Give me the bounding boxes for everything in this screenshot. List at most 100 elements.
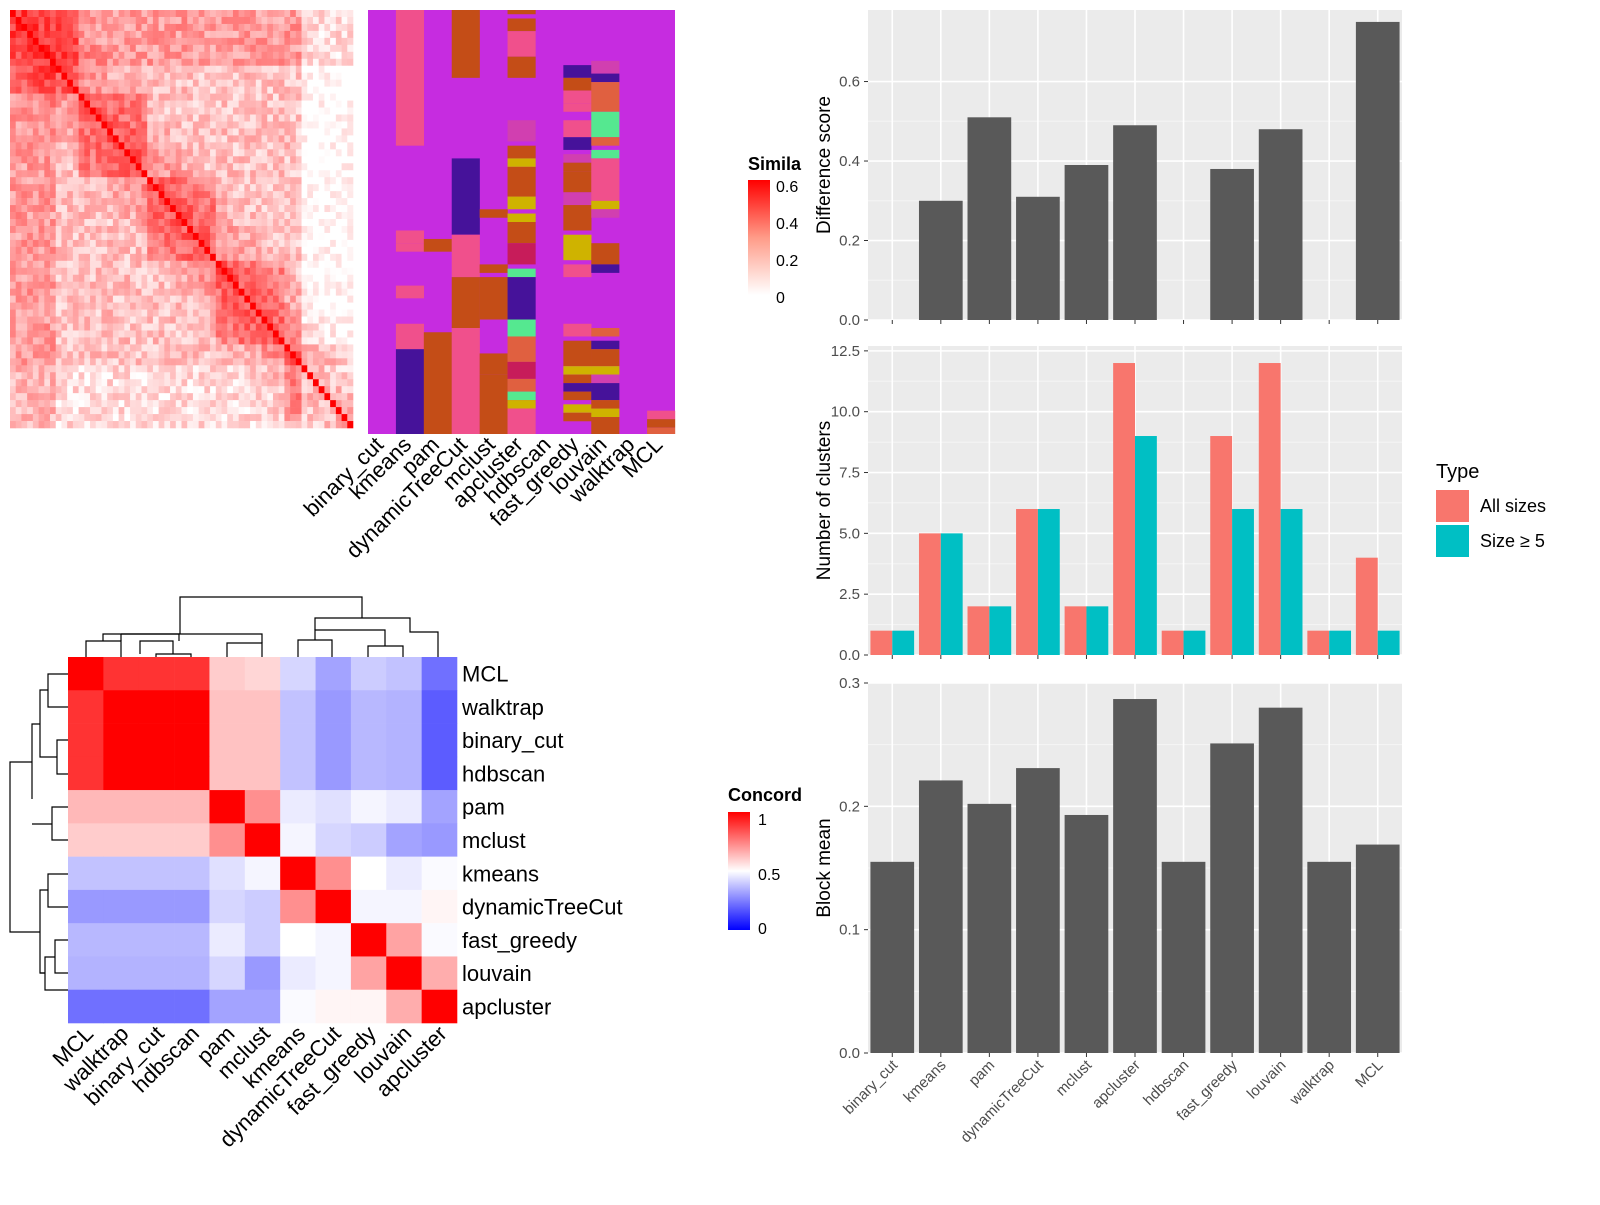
similarity-cell [261, 79, 268, 87]
similarity-cell [164, 100, 171, 108]
similarity-cell [175, 225, 182, 234]
similarity-cell [250, 184, 257, 192]
similarity-cell [170, 323, 177, 331]
concordance-cell [138, 823, 175, 857]
similarity-cell [227, 358, 234, 366]
similarity-cell [84, 358, 91, 366]
similarity-cell [210, 260, 217, 269]
similarity-cell [301, 191, 308, 199]
similarity-cell [290, 295, 297, 303]
concordance-cell [68, 790, 104, 824]
similarity-cell [67, 316, 74, 324]
similarity-cell [15, 156, 22, 164]
similarity-cell [130, 295, 137, 303]
similarity-cell [61, 246, 68, 255]
similarity-cell [204, 72, 211, 80]
similarity-cell [227, 386, 234, 394]
similarity-cell [141, 219, 148, 227]
similarity-cell [267, 142, 274, 150]
similarity-cell [341, 114, 348, 122]
similarity-cell [130, 65, 137, 73]
similarity-cell [187, 44, 194, 53]
similarity-cell [307, 267, 314, 276]
similarity-cell [78, 114, 85, 122]
similarity-cell [50, 16, 57, 25]
similarity-cell [15, 65, 22, 73]
similarity-cell [130, 246, 137, 255]
similarity-cell [84, 16, 91, 25]
similarity-cell [255, 16, 262, 25]
similarity-cell [210, 267, 217, 276]
similarity-cell [44, 58, 51, 67]
y-tick-label: 2.5 [839, 586, 860, 603]
matrix-cell-segment [647, 419, 676, 428]
similarity-cell [198, 295, 205, 303]
similarity-cell [278, 232, 285, 241]
similarity-cell [255, 358, 262, 366]
similarity-cell [158, 219, 165, 227]
bar [1161, 861, 1206, 1053]
similarity-cell [318, 177, 325, 185]
similarity-cell [67, 198, 74, 206]
similarity-cell [312, 323, 319, 331]
similarity-cell [38, 302, 45, 310]
similarity-cell [38, 274, 45, 282]
similarity-cell [95, 365, 102, 373]
similarity-cell [192, 100, 199, 108]
similarity-cell [164, 421, 171, 429]
similarity-cell [330, 225, 337, 234]
similarity-cell [61, 79, 68, 87]
similarity-cell [95, 302, 102, 310]
similarity-cell [227, 10, 234, 18]
similarity-cell [215, 170, 222, 178]
similarity-cell [130, 351, 137, 359]
similarity-cell [284, 239, 291, 248]
similarity-cell [255, 365, 262, 373]
similarity-cell [101, 337, 108, 345]
similarity-cell [278, 246, 285, 255]
similarity-cell [164, 351, 171, 359]
similarity-cell [107, 344, 114, 352]
similarity-cell [32, 51, 39, 60]
similarity-cell [170, 316, 177, 324]
similarity-cell [84, 156, 91, 164]
similarity-cell [61, 302, 68, 310]
similarity-cell [267, 79, 274, 87]
similarity-cell [67, 10, 74, 18]
similarity-cell [130, 302, 137, 310]
similarity-cell [112, 100, 119, 108]
similarity-cell [170, 344, 177, 352]
similarity-cell [204, 65, 211, 73]
similarity-cell [192, 267, 199, 276]
similarity-cell [238, 86, 245, 94]
concordance-cell [315, 889, 352, 924]
similarity-cell [135, 358, 142, 366]
similarity-cell [278, 344, 285, 352]
similarity-cell [301, 274, 308, 282]
similarity-cell [84, 107, 91, 115]
similarity-cell [32, 135, 39, 143]
similarity-cell [267, 100, 274, 108]
matrix-cell-segment [563, 77, 592, 91]
similarity-cell [318, 205, 325, 213]
similarity-heatmap [10, 10, 354, 429]
similarity-cell [50, 58, 57, 67]
similarity-cell [198, 107, 205, 115]
similarity-cell [44, 142, 51, 150]
similarity-cell [307, 79, 314, 87]
similarity-cell [250, 386, 257, 394]
similarity-cell [21, 10, 28, 18]
similarity-cell [181, 260, 188, 269]
similarity-cell [72, 212, 79, 220]
concordance-cell [350, 756, 387, 791]
similarity-cell [118, 51, 125, 60]
similarity-cell [341, 330, 348, 338]
similarity-cell [84, 86, 91, 94]
similarity-cell [141, 253, 148, 262]
similarity-cell [341, 393, 348, 401]
similarity-cell [78, 344, 85, 352]
similarity-cell [158, 246, 165, 255]
concordance-cell [174, 956, 210, 991]
similarity-cell [198, 114, 205, 122]
similarity-cell [44, 253, 51, 262]
